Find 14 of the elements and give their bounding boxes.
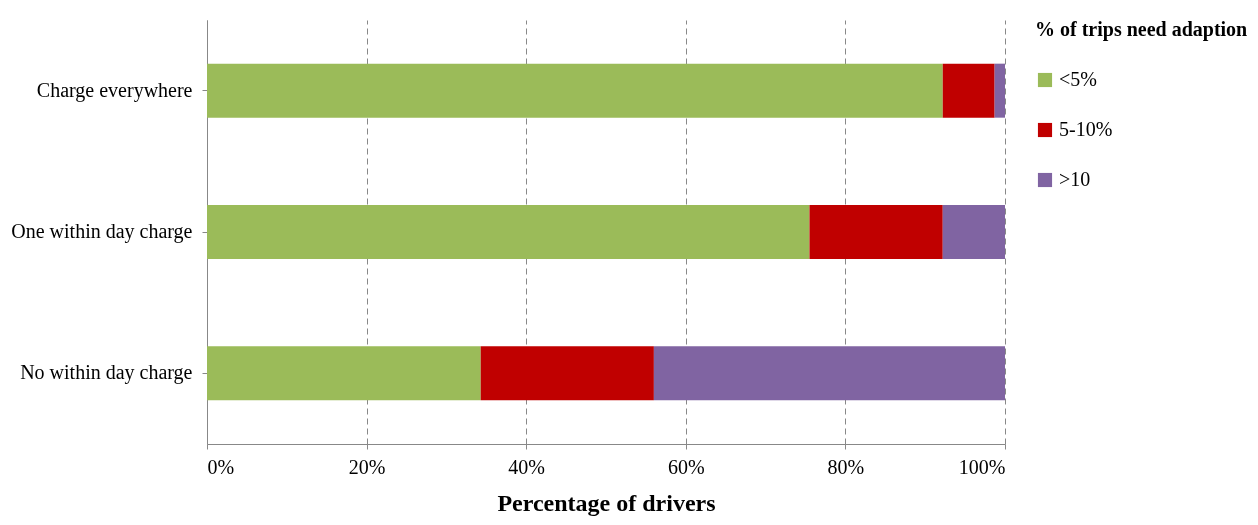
legend-title: % of trips need adaption	[1035, 18, 1248, 41]
y-tick-label: Charge everywhere	[36, 78, 193, 102]
x-tick-label: 60%	[667, 455, 705, 478]
legend-label: >10	[1059, 168, 1091, 190]
x-tick-label: 100%	[958, 455, 1006, 478]
y-tick-label: One within day charge	[11, 220, 193, 243]
x-tick-label: 80%	[827, 455, 865, 478]
y-tick-label: No within day charge	[20, 361, 193, 385]
legend-label: 5-10%	[1059, 118, 1113, 140]
x-tick-label: 0%	[207, 455, 235, 478]
x-tick-label: 20%	[348, 455, 386, 478]
x-axis-title: Percentage of drivers	[497, 489, 716, 516]
x-tick-label: 40%	[508, 455, 546, 478]
legend-label: <5%	[1059, 68, 1097, 90]
